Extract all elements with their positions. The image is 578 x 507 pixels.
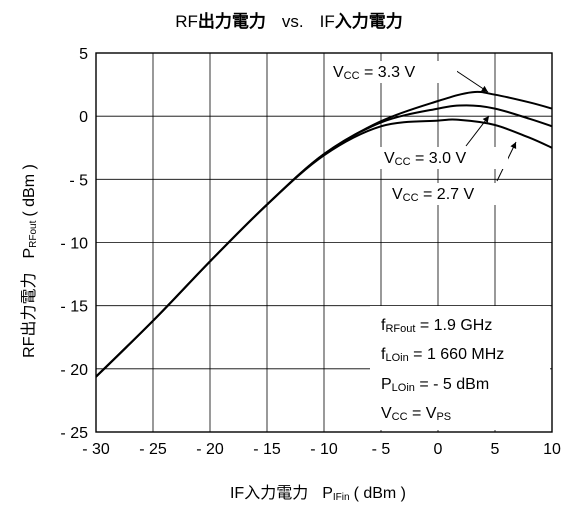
condition-value: = 1.9 GHz [415, 317, 492, 334]
y-axis-label-unit: ( dBm ) [21, 164, 38, 216]
title-vs: vs. [282, 12, 304, 31]
y-tick-label: - 15 [60, 299, 88, 316]
conditions-box [370, 306, 550, 430]
y-tick-label: 0 [79, 109, 88, 126]
label-mask [388, 183, 516, 205]
title-rf-prefix: RF [175, 12, 198, 31]
x-axis-label-sub: IFin [333, 492, 350, 503]
series-label-v: V [384, 150, 395, 167]
condition-sub2: PS [436, 411, 451, 423]
title-rf-bold: 出力電力 [198, 11, 266, 31]
x-axis-label-main: IF入力電力 [230, 484, 308, 502]
series-lines [96, 90, 552, 379]
x-axis-label-symbol: P [322, 485, 333, 502]
series-label-value: = 3.0 V [411, 150, 467, 167]
title-if-prefix: IF [320, 12, 335, 31]
condition-line-3: VCC = VPS [381, 405, 451, 423]
y-axis-label-sub: RFout [28, 220, 39, 247]
condition-line-2: PLOin = - 5 dBm [381, 376, 489, 394]
label-mask [370, 306, 550, 430]
series-label-1: VCC = 3.0 V [384, 150, 466, 168]
series-line-2 [96, 118, 552, 379]
x-tick-label: - 5 [372, 441, 391, 458]
series-label-v: V [333, 64, 344, 81]
x-tick-label: - 10 [310, 441, 338, 458]
x-tick-label: - 20 [196, 441, 224, 458]
condition-line-1: fLOin = 1 660 MHz [381, 346, 504, 364]
x-tick-label: 10 [543, 441, 561, 458]
leader-arrow-2 [510, 142, 517, 149]
y-axis-label-main: RF出力電力 [20, 273, 38, 358]
series-label-value: = 2.7 V [419, 186, 475, 203]
condition-symbol: P [381, 376, 392, 393]
leader-arrow-0 [481, 85, 488, 92]
condition-sub: CC [392, 411, 408, 423]
series-label-v: V [392, 186, 403, 203]
series-label-sub: CC [403, 192, 419, 204]
condition-symbol: V [381, 405, 392, 422]
label-mask [329, 61, 457, 83]
x-tick-label: 5 [491, 441, 500, 458]
y-axis-label: RF出力電力 PRFout ( dBm ) [20, 164, 39, 358]
condition-sub: RFout [385, 323, 415, 335]
condition-value: = - 5 dBm [415, 376, 489, 393]
series-label-sub: CC [344, 70, 360, 82]
leader-line-1 [465, 115, 490, 147]
series-label-group-1: VCC = 3.0 V [380, 147, 508, 169]
condition-symbol: f [381, 317, 386, 334]
x-axis-label: IF入力電力 PIFin ( dBm ) [230, 484, 406, 503]
series-label-0: VCC = 3.3 V [333, 64, 415, 82]
condition-sub: LOin [392, 382, 415, 394]
y-tick-label: - 25 [60, 425, 88, 442]
condition-line-0: fRFout = 1.9 GHz [381, 317, 492, 335]
series-label-value: = 3.3 V [360, 64, 416, 81]
chart-title: RF出力電力 vs. IF入力電力 [175, 11, 403, 31]
x-tick-label: - 15 [253, 441, 281, 458]
series-label-group-0: VCC = 3.3 V [329, 61, 457, 83]
leader-line-0 [454, 69, 489, 93]
x-axis-label-unit: ( dBm ) [354, 485, 406, 502]
y-tick-label: - 20 [60, 362, 88, 379]
series-label-sub: CC [395, 156, 411, 168]
y-axis-label-symbol: P [21, 248, 38, 259]
title-if-bold: 入力電力 [335, 11, 403, 31]
label-mask [380, 147, 508, 169]
x-tick-label: 0 [434, 441, 443, 458]
condition-sub: LOin [385, 352, 408, 364]
leader-arrow-1 [482, 116, 489, 123]
x-tick-label: - 30 [82, 441, 110, 458]
y-tick-label: 5 [79, 46, 88, 63]
y-tick-label: - 5 [69, 172, 88, 189]
condition-value: = V [408, 405, 437, 422]
condition-symbol: f [381, 346, 386, 363]
x-tick-label: - 25 [139, 441, 167, 458]
grid [96, 53, 552, 432]
plot-frame [95, 52, 553, 433]
y-tick-label: - 10 [60, 236, 88, 253]
condition-value: = 1 660 MHz [409, 346, 505, 363]
series-label-group-2: VCC = 2.7 V [388, 183, 516, 205]
series-label-2: VCC = 2.7 V [392, 186, 474, 204]
